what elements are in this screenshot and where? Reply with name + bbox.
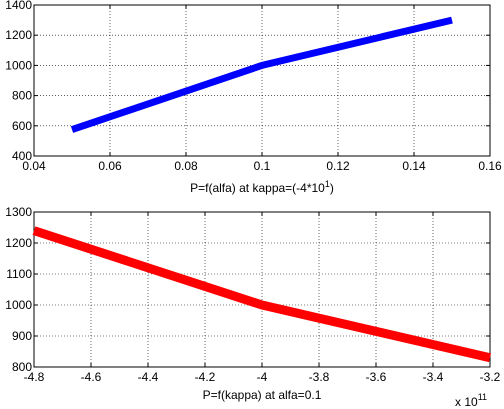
top-x-axis-label: P=f(alfa) at kappa=(-4*101) xyxy=(190,179,334,195)
bottom-x-tick-label: -3.2 xyxy=(480,370,501,384)
top-x-tick-label: 0.04 xyxy=(22,159,46,173)
bottom-x-tick-label: -4.4 xyxy=(138,370,159,384)
bottom-series-line xyxy=(32,226,492,363)
bottom-ticks: -4.8 -4.6 -4.4 -4.2 -4 -3.8 -3.6 -3.4 -3.2 800 900… xyxy=(5,205,500,384)
top-x-tick-label: 0.1 xyxy=(254,159,271,173)
bottom-series xyxy=(32,226,492,363)
top-x-tick-label: 0.08 xyxy=(174,159,198,173)
top-x-tick-label: 0.06 xyxy=(98,159,122,173)
top-y-tick-label: 800 xyxy=(12,89,32,103)
bottom-x-tick-label: -4.8 xyxy=(24,370,45,384)
bottom-y-tick-label: 900 xyxy=(12,329,32,343)
top-x-tick-label: 0.12 xyxy=(326,159,350,173)
bottom-plot: -4.8 -4.6 -4.4 -4.2 -4 -3.8 -3.6 -3.4 -3.2 800 900… xyxy=(5,205,500,409)
top-x-tick-label: 0.16 xyxy=(478,159,502,173)
bottom-x-tick-label: -4 xyxy=(257,370,268,384)
bottom-y-tick-label: 1000 xyxy=(5,298,32,312)
bottom-y-tick-label: 1300 xyxy=(5,205,32,219)
top-y-tick-label: 600 xyxy=(12,119,32,133)
bottom-y-tick-label: 1200 xyxy=(5,236,32,250)
top-y-tick-label: 1400 xyxy=(5,0,32,12)
top-y-tick-label: 1200 xyxy=(5,28,32,42)
top-y-tick-label: 400 xyxy=(12,149,32,163)
top-series xyxy=(70,16,453,133)
bottom-x-tick-label: -4.2 xyxy=(195,370,216,384)
top-ticks: 0.04 0.06 0.08 0.1 0.12 0.14 0.16 400 600 800 1000… xyxy=(5,0,502,173)
top-y-tick-label: 1000 xyxy=(5,58,32,72)
bottom-x-tick-label: -3.4 xyxy=(423,370,444,384)
bottom-x-tick-label: -3.8 xyxy=(309,370,330,384)
top-series-line xyxy=(70,16,453,133)
bottom-y-tick-label: 1100 xyxy=(6,267,32,281)
bottom-x-tick-label: -3.6 xyxy=(366,370,387,384)
top-x-tick-label: 0.14 xyxy=(402,159,426,173)
bottom-x-tick-label: -4.6 xyxy=(81,370,102,384)
bottom-y-tick-label: 800 xyxy=(12,360,32,374)
top-plot: 0.04 0.06 0.08 0.1 0.12 0.14 0.16 400 600 800 1000… xyxy=(5,0,502,195)
bottom-x-exponent: x 1011 xyxy=(455,392,487,409)
bottom-x-axis-label: P=f(kappa) at alfa=0.1 xyxy=(203,388,322,402)
